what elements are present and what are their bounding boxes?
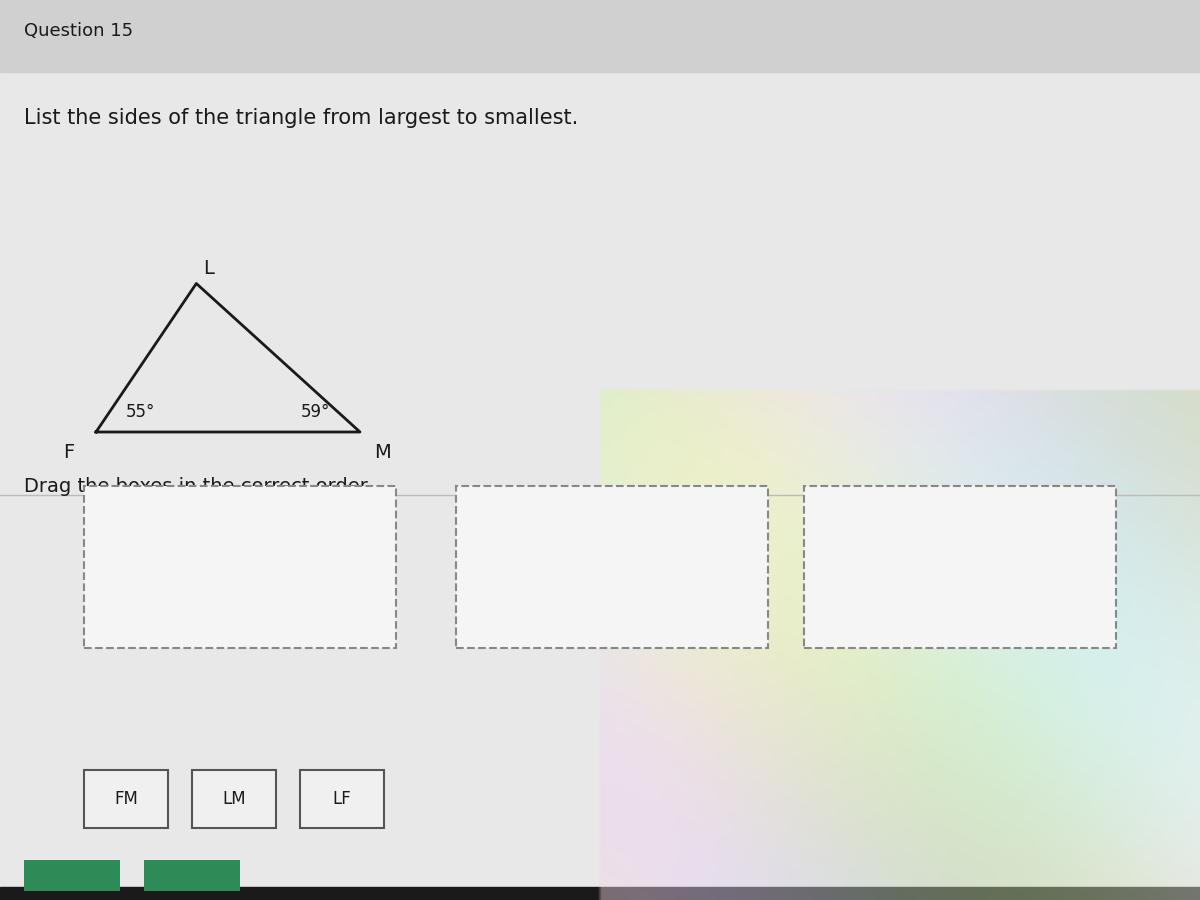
Bar — [300, 770, 384, 828]
Bar — [84, 486, 396, 648]
Text: L: L — [204, 259, 215, 278]
Bar — [804, 486, 1116, 648]
Text: Question 15: Question 15 — [24, 22, 133, 40]
Text: M: M — [374, 443, 391, 462]
Text: LF: LF — [332, 790, 352, 808]
Bar — [0, 0, 1200, 72]
Text: Drag the boxes in the correct order: Drag the boxes in the correct order — [24, 477, 368, 496]
Text: 59°: 59° — [301, 403, 330, 421]
Bar — [24, 860, 120, 891]
Text: F: F — [64, 443, 74, 462]
Bar — [144, 860, 240, 891]
Bar — [84, 770, 168, 828]
Bar — [456, 486, 768, 648]
Text: FM: FM — [114, 790, 138, 808]
Bar — [0, 886, 1200, 900]
Text: LM: LM — [222, 790, 246, 808]
Text: 55°: 55° — [126, 403, 155, 421]
Text: List the sides of the triangle from largest to smallest.: List the sides of the triangle from larg… — [24, 108, 578, 128]
Bar — [192, 770, 276, 828]
